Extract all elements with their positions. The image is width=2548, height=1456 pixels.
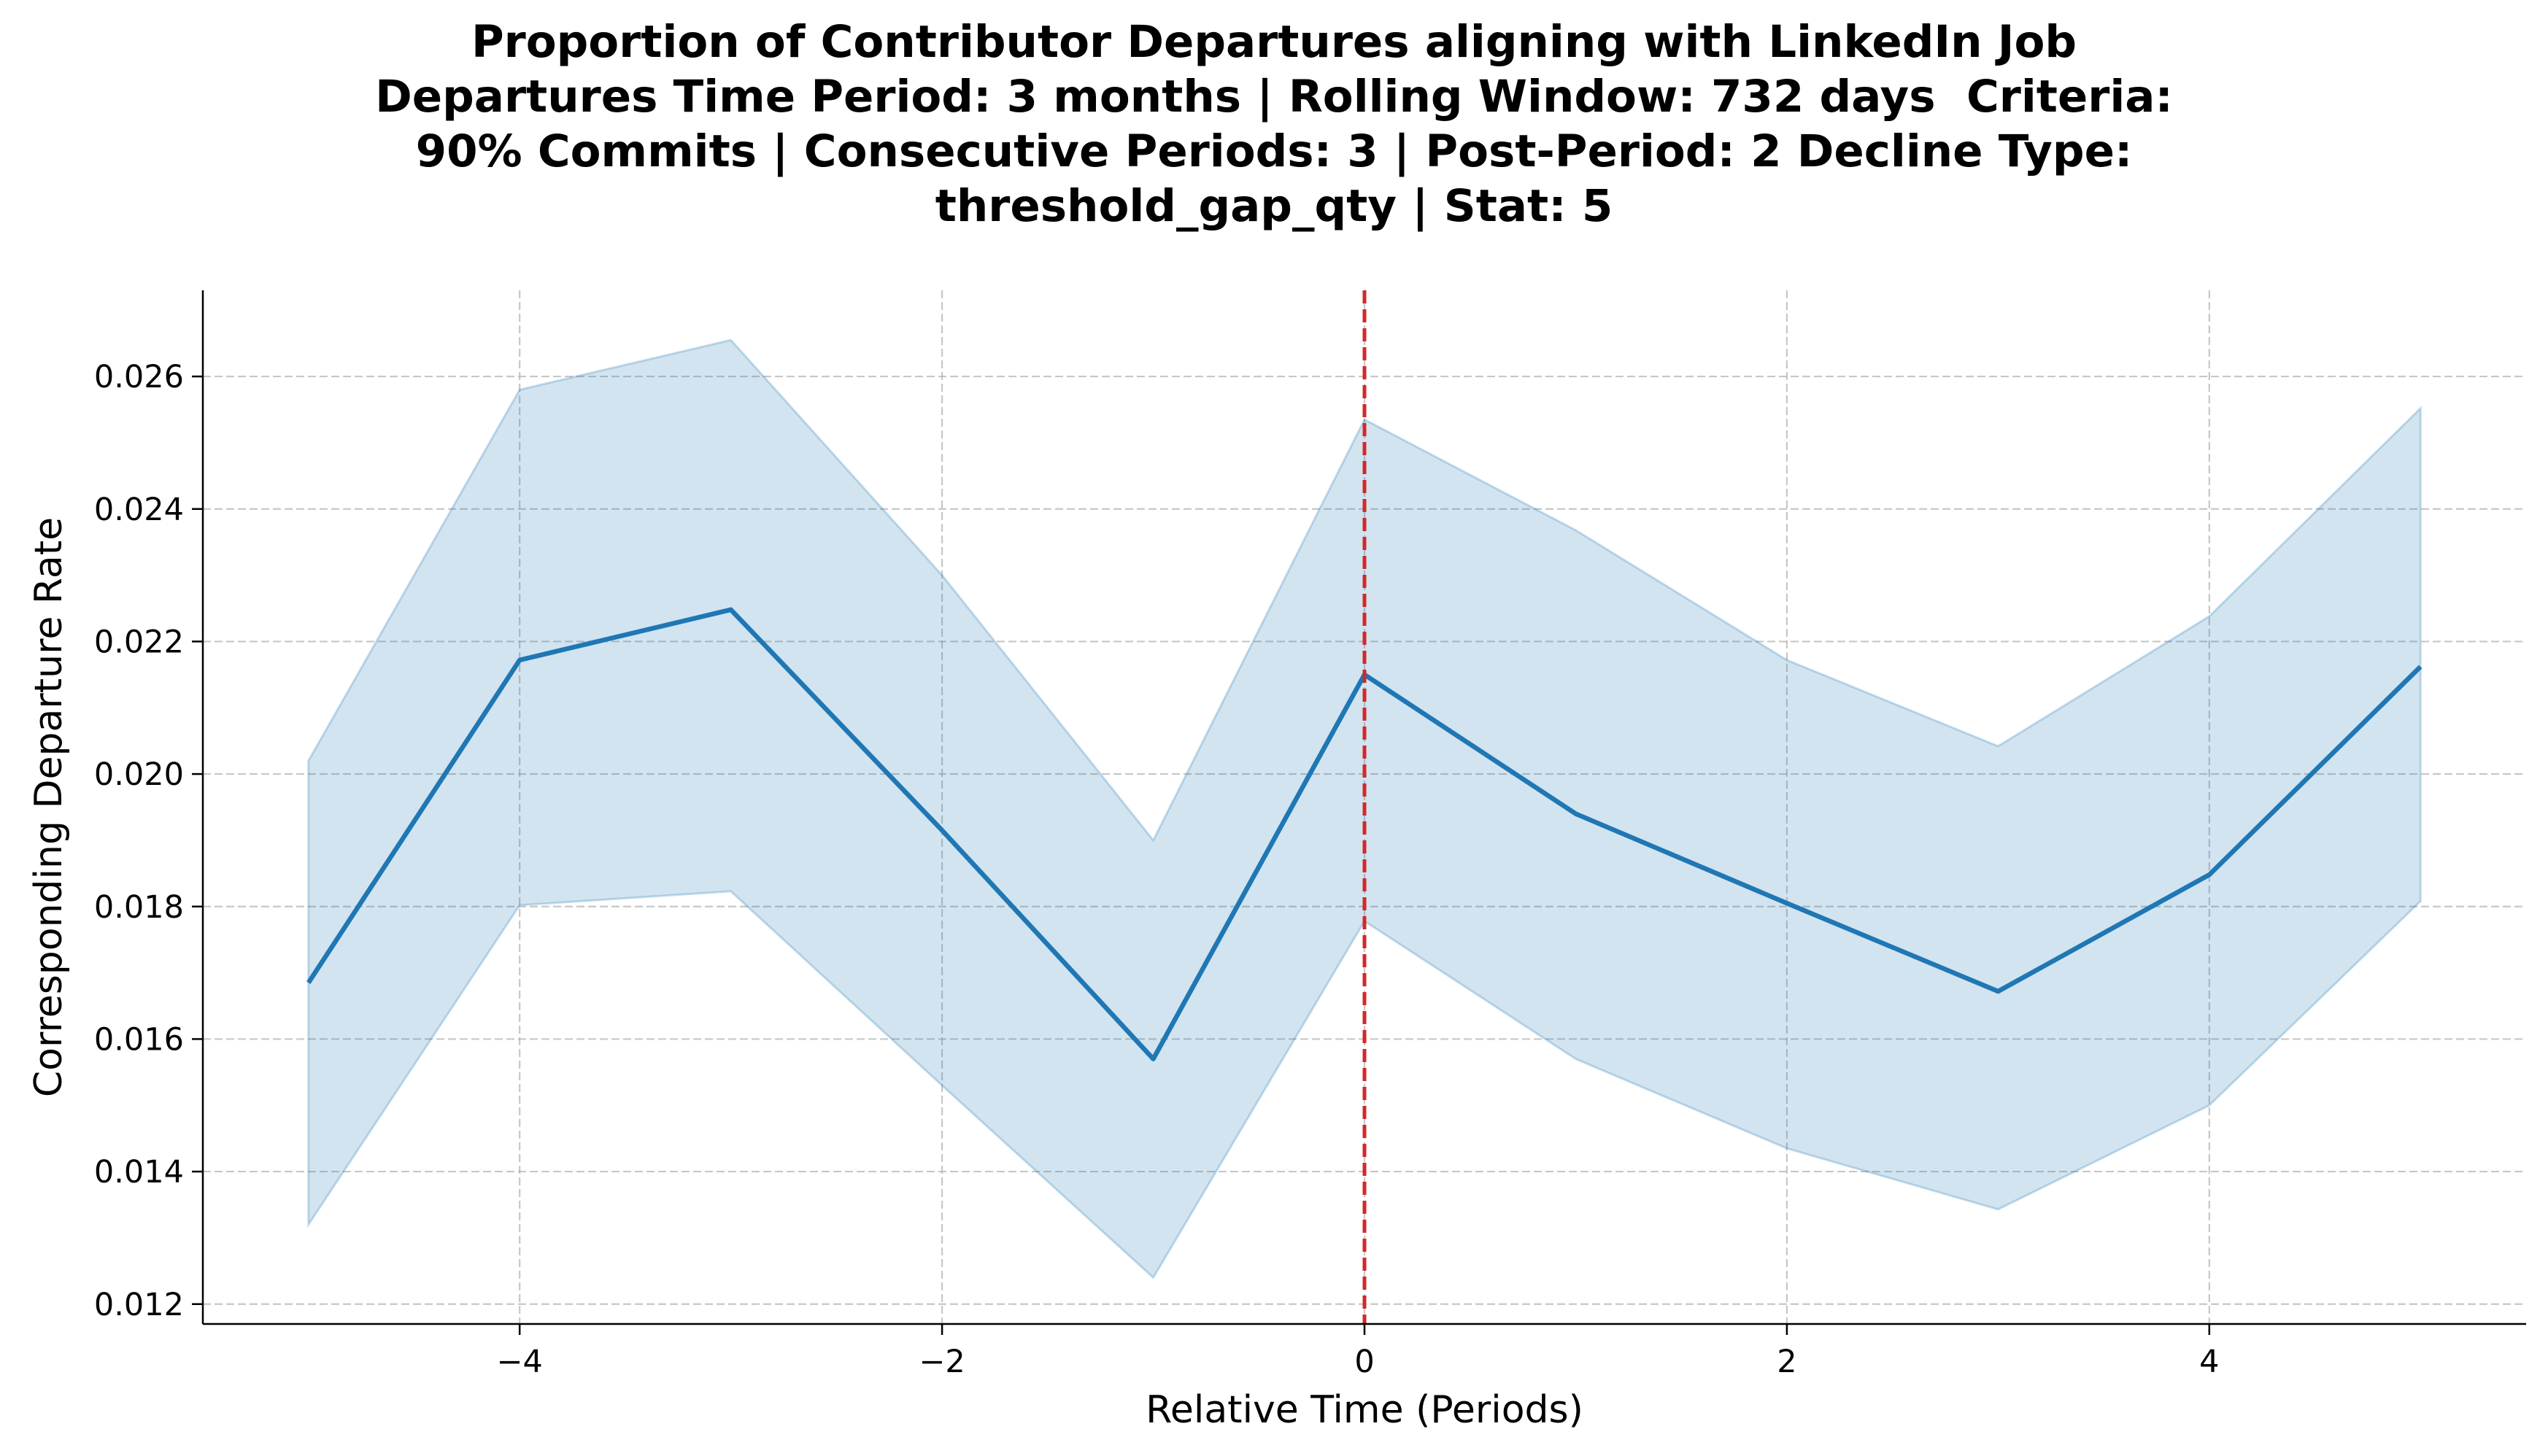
y-tick-label: 0.014: [94, 1154, 184, 1190]
x-tick-label: 0: [1354, 1344, 1374, 1380]
y-tick-label: 0.026: [94, 359, 184, 395]
y-axis-label: Corresponding Departure Rate: [27, 517, 71, 1097]
y-tick-label: 0.012: [94, 1287, 184, 1323]
y-tick-label: 0.018: [94, 889, 184, 926]
y-tick-label: 0.024: [94, 492, 184, 528]
chart-title-line-4: threshold_gap_qty | Stat: 5: [935, 180, 1613, 232]
x-tick-label: 4: [2199, 1344, 2219, 1380]
y-tick-label: 0.022: [94, 624, 184, 660]
chart-title-line-2: Departures Time Period: 3 months | Rolli…: [375, 71, 2173, 123]
x-axis-label: Relative Time (Periods): [1146, 1388, 1583, 1432]
chart-title-line-1: Proportion of Contributor Departures ali…: [471, 16, 2077, 68]
chart-title-line-3: 90% Commits | Consecutive Periods: 3 | P…: [415, 125, 2133, 177]
x-tick-label: −2: [919, 1344, 965, 1380]
ticks-layer: −4 −2 0 2 4 0.012 0.014 0.016 0.018 0.020 0.022 0.0…: [94, 359, 2220, 1380]
y-tick-label: 0.020: [94, 756, 184, 793]
x-tick-label: 2: [1777, 1344, 1796, 1380]
chart-title: Proportion of Contributor Departures ali…: [0, 15, 2548, 233]
y-tick-label: 0.016: [94, 1021, 184, 1058]
series-line-layer: [306, 290, 2422, 1324]
x-tick-label: −4: [496, 1344, 542, 1380]
